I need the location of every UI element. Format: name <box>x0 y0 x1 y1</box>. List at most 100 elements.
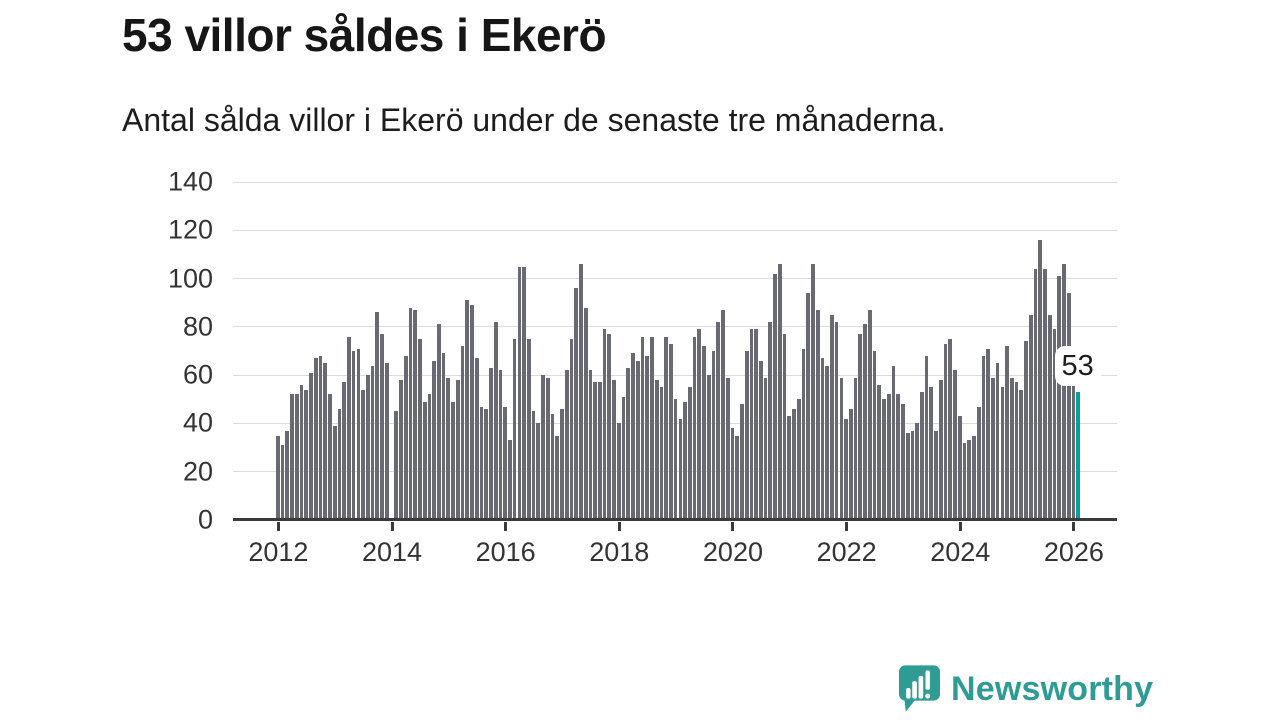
bar <box>432 360 436 520</box>
bar <box>645 355 650 520</box>
bar <box>1000 387 1005 520</box>
bar <box>948 338 953 520</box>
bar <box>910 430 915 520</box>
plot-area: 53 <box>233 181 1117 521</box>
bar <box>1009 377 1014 520</box>
bar <box>517 266 522 520</box>
bar <box>673 399 678 520</box>
y-tick-label: 0 <box>197 504 213 535</box>
bar <box>531 411 536 520</box>
bar <box>427 394 432 520</box>
bar <box>839 377 844 520</box>
gridline <box>233 278 1117 280</box>
bar <box>621 396 626 520</box>
bar <box>934 430 938 520</box>
bar <box>598 382 602 520</box>
x-tick-mark <box>390 522 394 531</box>
bar <box>361 389 365 520</box>
x-tick-label: 2022 <box>816 537 877 567</box>
bar <box>972 435 976 520</box>
bar <box>299 384 304 520</box>
bar <box>1014 382 1019 520</box>
bar <box>365 375 370 520</box>
bar <box>1024 341 1028 520</box>
bar <box>493 322 498 520</box>
bar <box>1071 370 1076 520</box>
bar <box>896 394 901 520</box>
highlight-bar <box>1076 392 1080 520</box>
x-tick-mark <box>731 522 735 531</box>
bar <box>711 351 716 520</box>
x-tick-label: 2020 <box>702 537 763 567</box>
x-axis-line <box>233 518 1117 521</box>
bar <box>721 309 725 520</box>
bar <box>347 336 351 520</box>
bar <box>1005 346 1009 520</box>
bar <box>446 377 451 520</box>
x-tick-label: 2024 <box>930 537 991 567</box>
bar <box>991 377 995 520</box>
bar <box>536 423 541 520</box>
bar <box>294 394 299 520</box>
bar <box>437 324 441 520</box>
x-tick-mark <box>504 522 508 531</box>
bar <box>744 351 749 520</box>
bar <box>863 324 867 520</box>
bar <box>1047 314 1052 520</box>
bar <box>356 348 361 520</box>
y-tick-label: 100 <box>167 263 213 294</box>
x-axis: 2012 2014 2016 2018 2020 2022 2024 2026 <box>233 520 1133 590</box>
bar <box>465 300 470 520</box>
y-tick-label: 120 <box>167 214 213 245</box>
bar <box>792 408 796 520</box>
newsworthy-logo[interactable]: Newsworthy <box>899 665 1153 713</box>
bar <box>962 442 967 520</box>
bar <box>976 406 981 520</box>
bar <box>612 379 616 520</box>
bar <box>583 307 588 520</box>
bar <box>408 307 413 520</box>
bar <box>664 336 669 520</box>
x-tick-mark <box>1072 522 1076 531</box>
bar <box>304 389 309 520</box>
bar <box>981 355 986 520</box>
gridline <box>233 181 1117 183</box>
bar <box>285 430 290 520</box>
bar <box>787 416 792 520</box>
bar <box>759 360 763 520</box>
x-tick-mark <box>845 522 849 531</box>
y-tick-label: 40 <box>182 407 213 438</box>
bar <box>891 365 896 520</box>
bar <box>801 348 806 520</box>
x-tick-label: 2026 <box>1043 537 1104 567</box>
bar <box>706 375 711 520</box>
x-tick-mark <box>276 522 280 531</box>
bar <box>905 433 910 520</box>
bar <box>957 416 962 520</box>
bar <box>702 346 706 520</box>
bar <box>901 404 905 520</box>
bar <box>460 346 465 520</box>
bar <box>943 343 948 520</box>
bar <box>929 387 934 520</box>
bar <box>749 329 754 520</box>
bar <box>474 358 479 520</box>
bar <box>526 338 531 520</box>
x-tick-mark <box>617 522 621 531</box>
bar <box>569 338 574 520</box>
chart-subtitle: Antal sålda villor i Ekerö under de sena… <box>122 102 946 138</box>
bar <box>399 379 403 520</box>
bar <box>602 329 607 520</box>
highlight-value-text: 53 <box>1061 350 1094 383</box>
newsworthy-logo-icon <box>899 665 940 712</box>
bar <box>867 309 872 520</box>
bar <box>574 288 579 520</box>
bar <box>716 322 721 520</box>
bar <box>545 377 550 520</box>
x-tick-mark <box>958 522 962 531</box>
bar <box>375 312 380 520</box>
bar <box>337 408 342 520</box>
bar <box>370 365 375 520</box>
gridline <box>233 374 1117 376</box>
bar <box>579 264 583 520</box>
